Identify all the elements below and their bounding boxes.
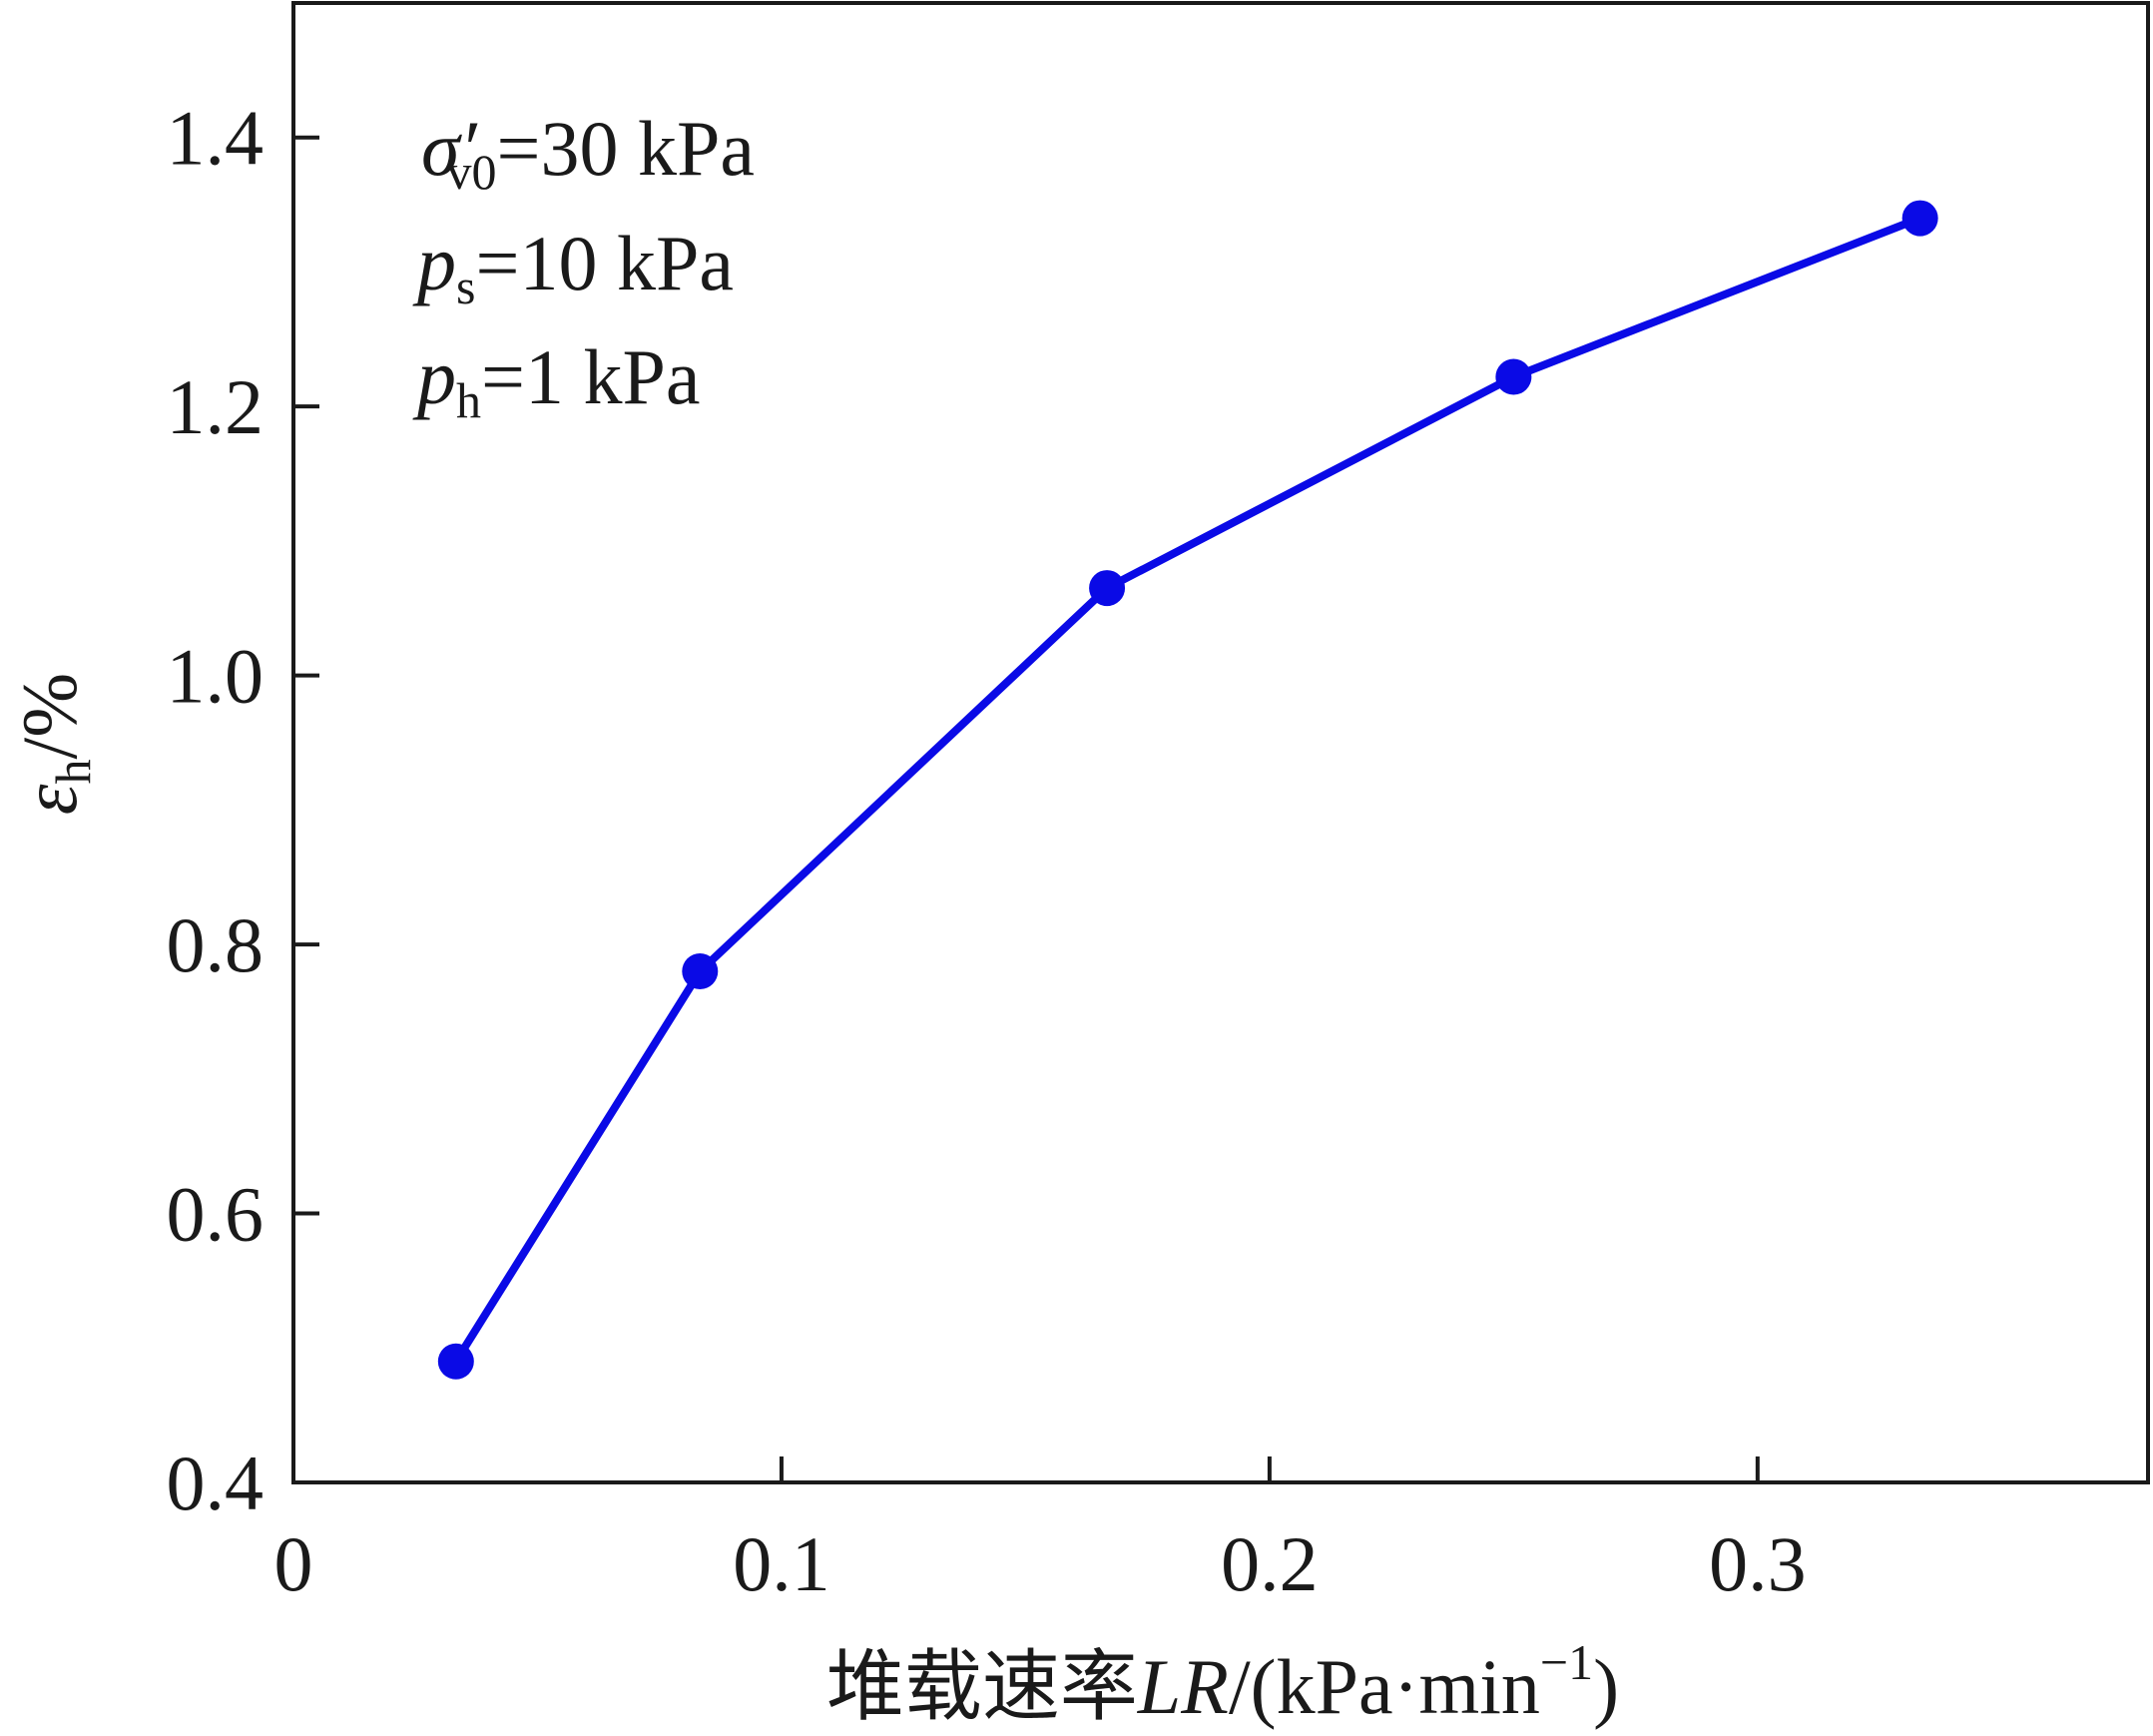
y-tick-label-4: 1.2 [167,363,265,450]
tick-labels: 0 0.1 0.2 0.3 0.4 0.6 0.8 1.0 1.2 1.4 [167,95,1807,1607]
data-point-0-3 [1495,358,1532,395]
x-tick-label-1: 0.1 [733,1520,830,1607]
annotation-block: σ′v0=30 kPa ps=10 kPa ph=1 kPa [412,105,755,428]
annotation-sigma: σ′v0=30 kPa [421,105,755,200]
x-tick-label-0: 0 [274,1520,313,1607]
x-tick-label-2: 0.2 [1221,1520,1319,1607]
y-axis-title: εh/% [6,673,101,815]
y-tick-label-1: 0.6 [167,1171,265,1258]
data-point-0-0 [437,1343,474,1380]
y-tick-label-2: 0.8 [167,901,265,988]
data-point-0-4 [1901,200,1938,237]
ticks [293,135,1760,1482]
annotation-ph: ph=1 kPa [412,333,701,428]
annotation-ps: ps=10 kPa [412,220,734,314]
y-tick-label-3: 1.0 [167,633,265,720]
x-axis-title: 堆载速率LR/(kPa·min−1) [826,1634,1619,1730]
plot-frame [291,1,2150,1484]
series-layer [437,200,1938,1380]
data-point-0-1 [682,953,719,990]
data-point-0-2 [1089,570,1126,607]
y-tick-label-5: 1.4 [167,95,265,182]
x-tick-label-3: 0.3 [1709,1520,1807,1607]
y-tick-label-0: 0.4 [167,1440,265,1526]
